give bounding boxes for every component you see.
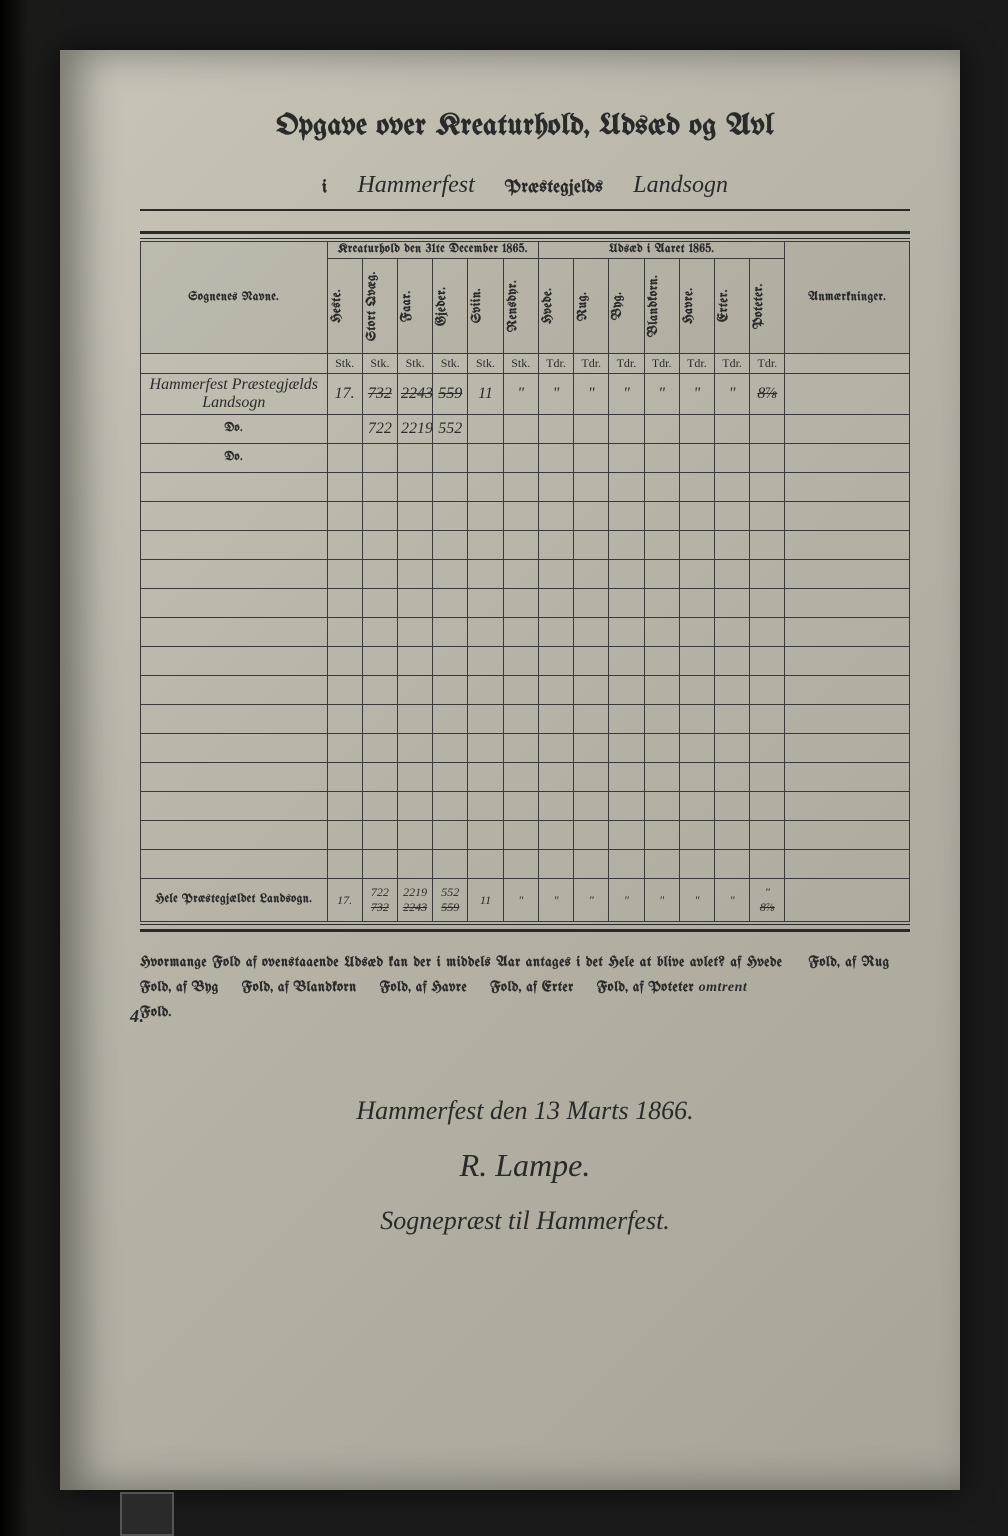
table-row: [141, 821, 910, 850]
page-title: Opgave over Kreaturhold, Udsæd og Avl: [140, 110, 910, 142]
col-blandkorn: Blandkorn.: [644, 259, 679, 354]
signature-name: R. Lampe.: [140, 1135, 910, 1196]
table-row: [141, 589, 910, 618]
table-row: [141, 473, 910, 502]
document-page: Opgave over Kreaturhold, Udsæd og Avl i …: [60, 50, 960, 1490]
row-name: Do.: [141, 415, 328, 444]
table-row: Hammerfest Præstegjælds Landsogn 17. 732…: [141, 374, 910, 415]
table-row: [141, 560, 910, 589]
table-row: [141, 531, 910, 560]
col-heste: Heste.: [327, 259, 362, 354]
header-landsogn: Landsogn: [633, 172, 728, 199]
col-havre: Havre.: [679, 259, 714, 354]
rule: [140, 231, 910, 234]
col-poteter: Poteter.: [750, 259, 785, 354]
table-row: [141, 705, 910, 734]
col-group-kreatur: Kreaturhold den 31te December 1865.: [327, 242, 538, 259]
signature-title: Sognepræst til Hammerfest.: [140, 1196, 910, 1245]
total-row: Hele Præstegjældet Landsogn. 17. 722732 …: [141, 879, 910, 922]
col-rug: Rug.: [574, 259, 609, 354]
row-name: Hammerfest Præstegjælds Landsogn: [141, 374, 328, 415]
col-group-udsaed: Udsæd i Aaret 1865.: [538, 242, 785, 259]
rule: [140, 238, 910, 239]
col-sognenes: Sognenes Navne.: [141, 242, 328, 354]
col-remarks: Anmærkninger.: [785, 242, 910, 354]
table-row: [141, 647, 910, 676]
signature-date: Hammerfest den 13 Marts 1866.: [140, 1086, 910, 1135]
fold-value: 4.: [130, 1000, 145, 1032]
rule: [140, 924, 910, 925]
col-gjeder: Gjeder.: [433, 259, 468, 354]
unit-row: Stk. Stk. Stk. Stk. Stk. Stk. Tdr. Tdr. …: [141, 354, 910, 374]
table-row: [141, 763, 910, 792]
table-row: [141, 676, 910, 705]
col-erter: Erter.: [714, 259, 749, 354]
header-praestegjelds: Præstegjelds: [505, 178, 603, 197]
row-name: Do.: [141, 444, 328, 473]
col-faar: Faar.: [397, 259, 432, 354]
col-sviin: Sviin.: [468, 259, 503, 354]
table-row: Do.: [141, 444, 910, 473]
table-row: [141, 502, 910, 531]
col-hvede: Hvede.: [538, 259, 573, 354]
table-row: Do. 722 2219 552: [141, 415, 910, 444]
rule: [140, 929, 910, 932]
col-rensdyr: Rensdyr.: [503, 259, 538, 354]
header-row: i Hammerfest Præstegjelds Landsogn: [140, 172, 910, 211]
col-byg: Byg.: [609, 259, 644, 354]
census-table: Sognenes Navne. Kreaturhold den 31te Dec…: [140, 241, 910, 922]
header-place: Hammerfest: [357, 172, 474, 199]
table-row: [141, 850, 910, 879]
binder-clip: [120, 1492, 174, 1536]
header-i: i: [322, 178, 327, 197]
table-row: [141, 792, 910, 821]
total-label: Hele Præstegjældet Landsogn.: [141, 879, 328, 922]
table-row: [141, 618, 910, 647]
signature-block: Hammerfest den 13 Marts 1866. R. Lampe. …: [140, 1086, 910, 1246]
col-stort: Stort Qvæg.: [362, 259, 397, 354]
fold-paragraph: Hvormange Fold af ovenstaaende Udsæd kan…: [140, 950, 910, 1026]
table-row: [141, 734, 910, 763]
